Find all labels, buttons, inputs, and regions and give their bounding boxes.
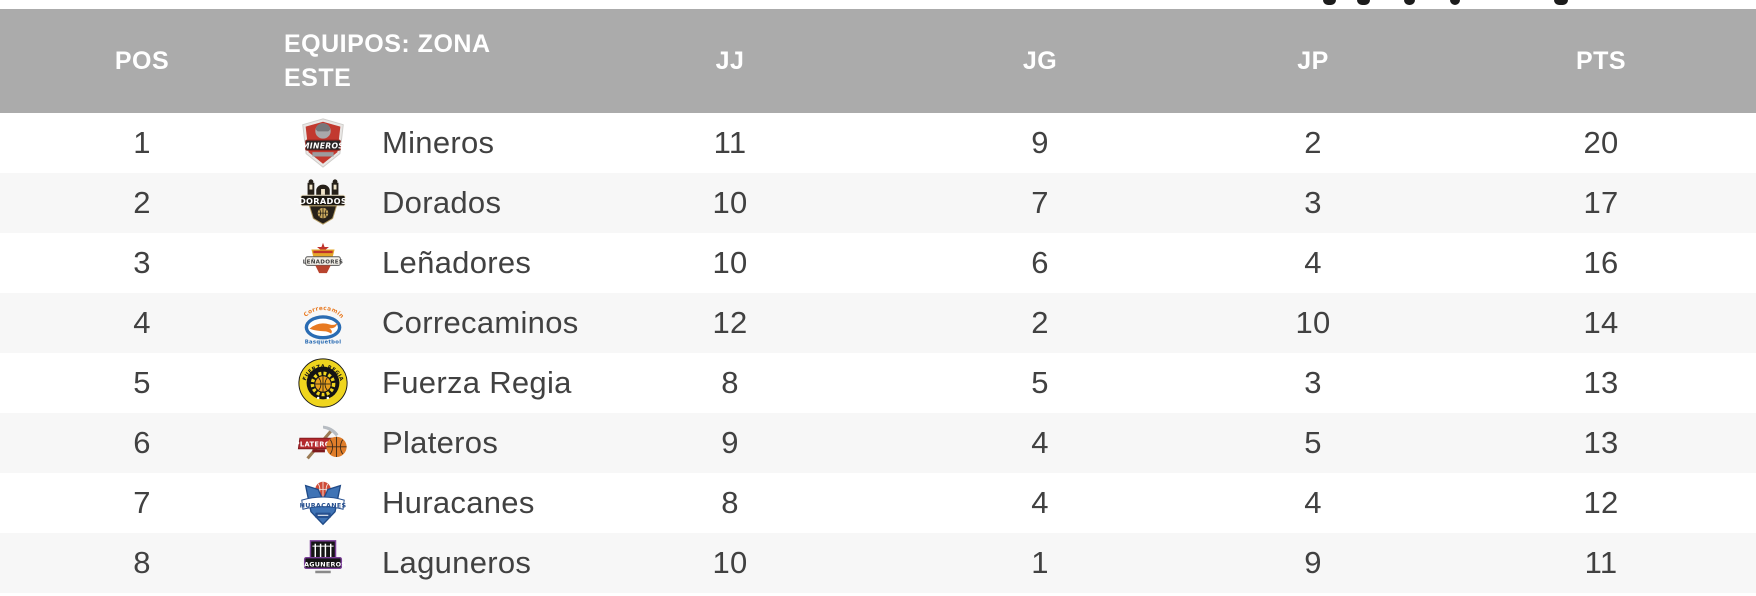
table-row: 5 FUERZA REGIA Fuerza Regia 8 5 3 13 [0,353,1756,413]
jg-cell: 4 [1031,425,1049,460]
team-name: Leñadores [382,245,532,280]
pts-cell: 12 [1583,485,1619,520]
huracanes-logo: HURACANES [300,481,347,526]
header-team: EQUIPOS: ZONA ESTE [284,27,560,95]
jp-cell: 4 [1304,485,1322,520]
jj-cell: 12 [712,305,748,340]
pts-cell: 13 [1583,425,1619,460]
jp-cell: 9 [1304,545,1322,580]
pts-cell: 13 [1583,365,1619,400]
fuerza-regia-logo: FUERZA REGIA [298,358,348,408]
team-name: Huracanes [382,485,535,520]
jj-cell: 9 [721,425,739,460]
position-cell: 5 [133,365,151,400]
lenadores-wordmark: LEÑADORES [303,258,343,265]
lenadores-logo: LEÑADORES [303,242,343,274]
table-row: 6 PLATEROS Plateros 9 4 5 13 [0,413,1756,473]
jg-cell: 5 [1031,365,1049,400]
team-name: Dorados [382,185,502,220]
cropped-glyph [1554,0,1568,5]
header-jg: JG [1022,46,1058,75]
table-row: 8 LAGUNEROS Laguneros 10 [0,533,1756,593]
huracanes-wordmark: HURACANES [300,502,347,509]
team-name: Plateros [382,425,499,460]
position-cell: 1 [133,125,151,160]
team-name: Mineros [382,125,495,160]
team-cell: FUERZA REGIA Fuerza Regia [284,356,571,410]
jp-cell: 3 [1304,365,1322,400]
pts-cell: 16 [1583,245,1619,280]
table-header-row: POS EQUIPOS: ZONA ESTE JJ JG JP PTS [0,9,1756,113]
position-cell: 8 [133,545,151,580]
jp-cell: 3 [1304,185,1322,220]
pts-cell: 14 [1583,305,1619,340]
jj-cell: 10 [712,245,748,280]
correcaminos-logo: Correcaminos Basquetbol [296,296,344,346]
pts-cell: 20 [1583,125,1619,160]
header-jj: JJ [715,46,745,75]
header-jp: JP [1297,46,1329,75]
position-cell: 6 [133,425,151,460]
team-cell: LAGUNEROS Laguneros [284,536,560,590]
laguneros-wordmark: LAGUNEROS [300,561,347,568]
plateros-wordmark: PLATEROS [296,440,336,448]
team-name: Correcaminos [382,305,579,340]
table-row: 2 DORADOS [0,173,1756,233]
jg-cell: 6 [1031,245,1049,280]
position-cell: 4 [133,305,151,340]
jj-cell: 11 [713,125,747,160]
jj-cell: 10 [712,185,748,220]
laguneros-logo: LAGUNEROS [300,540,347,574]
position-cell: 7 [133,485,151,520]
header-team-label: EQUIPOS: ZONA ESTE [284,30,490,92]
jg-cell: 7 [1031,185,1049,220]
jj-cell: 8 [721,485,739,520]
standings-table: POS EQUIPOS: ZONA ESTE JJ JG JP PTS 1 MI… [0,9,1756,593]
team-cell: HURACANES Huracanes [284,476,560,530]
team-cell: PLATEROS Plateros [284,416,560,470]
jp-cell: 5 [1304,425,1322,460]
jp-cell: 4 [1304,245,1322,280]
pts-cell: 17 [1583,185,1619,220]
jg-cell: 9 [1031,125,1049,160]
team-cell: MINEROS Mineros [284,116,560,170]
position-cell: 2 [133,185,151,220]
correcaminos-subtext: Basquetbol [305,340,342,346]
cropped-glyph [1404,0,1415,5]
jj-cell: 8 [721,365,739,400]
jp-cell: 10 [1295,305,1331,340]
team-name: Fuerza Regia [382,365,572,400]
dorados-logo: DORADOS [299,179,347,225]
jg-cell: 2 [1031,305,1049,340]
table-row: 7 HURACANES Huracanes 8 4 4 12 [0,473,1756,533]
team-cell: Correcaminos Basquetbol Correcaminos [284,296,578,350]
cropped-glyph [1357,0,1370,5]
position-cell: 3 [133,245,151,280]
mineros-wordmark: MINEROS [302,141,344,150]
cropped-glyph [1450,0,1460,5]
mineros-logo: MINEROS [302,118,344,168]
plateros-logo: PLATEROS [296,425,347,460]
header-pos: POS [114,46,170,75]
team-name: Laguneros [382,545,532,580]
table-row: 4 Correcaminos Basquetbol Correcaminos 1… [0,293,1756,353]
header-pts: PTS [1575,46,1627,75]
jj-cell: 10 [712,545,748,580]
table-row: 1 MINEROS Mineros 11 9 2 20 [0,113,1756,173]
team-cell: DORADOS Dorados [284,176,560,230]
table-row: 3 LEÑADORES Leñadores 10 6 4 16 [0,233,1756,293]
pts-cell: 11 [1584,545,1618,580]
dorados-wordmark: DORADOS [299,196,347,206]
jg-cell: 4 [1031,485,1049,520]
cropped-glyph [1323,0,1336,5]
jp-cell: 2 [1304,125,1322,160]
team-cell: LEÑADORES Leñadores [284,236,560,290]
jg-cell: 1 [1031,545,1049,580]
